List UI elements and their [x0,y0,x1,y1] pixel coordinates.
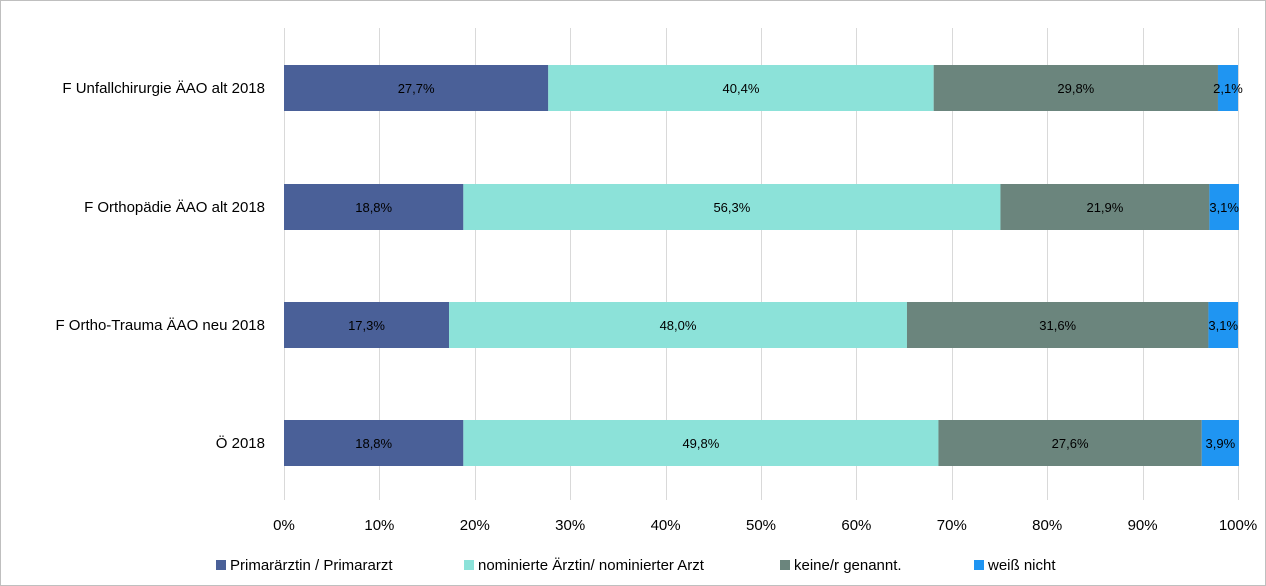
x-tick-label: 80% [1032,517,1062,534]
legend-swatch [974,560,984,570]
legend-label: Primarärztin / Primararzt [230,557,393,574]
category-label: Ö 2018 [216,434,265,452]
x-tick-labels: 0% 10% 20% 30% 40% 50% 60% 70% 80% 90% 100% [273,517,1257,534]
x-tick-label: 30% [555,517,585,534]
x-tick-label: 70% [937,517,967,534]
data-label: 49,8% [682,436,719,451]
legend-label: nominierte Ärztin/ nominierter Arzt [478,557,705,574]
legend-label: keine/r genannt. [794,557,902,574]
data-label: 3,1% [1209,200,1239,215]
data-label: 17,3% [348,318,385,333]
bar-segment [284,302,450,348]
data-label: 48,0% [660,318,697,333]
bar-segment [1209,184,1239,230]
data-label: 18,8% [355,200,392,215]
legend-swatch [464,560,474,570]
bar-segment [906,302,1209,348]
data-label: 2,1% [1213,81,1243,96]
data-label: 18,8% [355,436,392,451]
data-label: 31,6% [1039,318,1076,333]
x-tick-label: 20% [460,517,490,534]
bar-segment [1217,65,1238,111]
data-label: 3,1% [1208,318,1238,333]
bar-segment [463,184,1001,230]
bar-segment [933,65,1218,111]
bar-segment [284,420,464,466]
x-tick-label: 10% [364,517,394,534]
data-label: 21,9% [1086,200,1123,215]
x-tick-label: 50% [746,517,776,534]
legend-swatch [216,560,226,570]
category-label: F Unfallchirurgie ÄAO alt 2018 [62,80,265,97]
category-label: F Orthopädie ÄAO alt 2018 [84,199,265,216]
category-label: F Ortho-Trauma ÄAO neu 2018 [55,317,265,334]
bar-segment [284,65,549,111]
data-label: 40,4% [723,81,760,96]
bar-segment [284,184,464,230]
bar-segment [938,420,1202,466]
bars: 27,7% 40,4% 29,8% 2,1% 18,8% 56,3% 21,9% 3,1% 17… [284,65,1243,466]
data-label: 27,7% [398,81,435,96]
x-tick-label: 60% [841,517,871,534]
legend-swatch [780,560,790,570]
legend: Primarärztin / Primararzt nominierte Ärzt… [216,557,1056,574]
legend-label: weiß nicht [987,557,1056,574]
data-label: 27,6% [1052,436,1089,451]
x-tick-label: 0% [273,517,295,534]
category-labels: F Unfallchirurgie ÄAO alt 2018 F Orthopäd… [55,80,265,452]
bar-segment [463,420,939,466]
x-tick-label: 40% [651,517,681,534]
x-tick-label: 100% [1219,517,1257,534]
data-label: 3,9% [1206,436,1236,451]
bar-segment [1201,420,1239,466]
bar-segment [1000,184,1210,230]
bar-segment [1208,302,1238,348]
x-tick-label: 90% [1128,517,1158,534]
data-label: 29,8% [1057,81,1094,96]
bar-segment [548,65,934,111]
bar-segment [449,302,907,348]
data-label: 56,3% [713,200,750,215]
